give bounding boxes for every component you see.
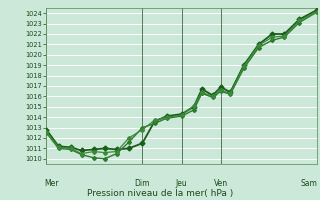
Text: Jeu: Jeu xyxy=(176,179,188,188)
Text: Sam: Sam xyxy=(300,179,317,188)
Text: Mer: Mer xyxy=(44,179,59,188)
Text: Pression niveau de la mer( hPa ): Pression niveau de la mer( hPa ) xyxy=(87,189,233,198)
Text: Dim: Dim xyxy=(135,179,150,188)
Text: Ven: Ven xyxy=(214,179,228,188)
